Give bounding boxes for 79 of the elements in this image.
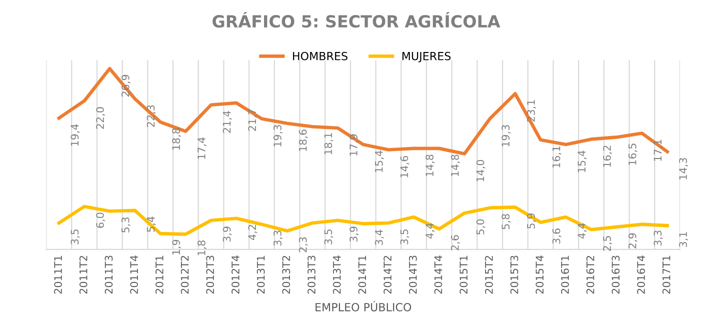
data-label: 2,5	[603, 236, 612, 251]
data-label: 23,1	[527, 100, 536, 122]
x-tick-label: 2013T4	[332, 256, 341, 294]
x-tick-label: 2015T2	[485, 256, 493, 294]
x-tick-label: 2012T2	[180, 256, 189, 294]
x-tick-label: 2016T2	[586, 256, 594, 294]
data-label: 5,4	[146, 216, 156, 232]
data-label: 3,5	[400, 229, 410, 244]
data-label: 3,3	[274, 230, 282, 246]
data-label: 3,5	[70, 229, 80, 244]
data-label: 21,7	[248, 109, 258, 131]
data-label: 21,4	[222, 111, 232, 133]
x-tick-label: 2011T4	[130, 256, 138, 294]
data-label: 3,3	[654, 230, 663, 246]
data-label: 19,3	[274, 125, 282, 146]
data-label: 17,4	[198, 137, 206, 159]
data-label: 14,0	[476, 160, 486, 182]
x-tick-label: 2016T1	[561, 256, 569, 294]
x-tick-label: 2013T2	[282, 256, 290, 294]
data-label: 17,1	[654, 140, 663, 161]
x-tick-label: 2015T1	[460, 256, 468, 294]
legend-label: HOMBRES	[293, 52, 348, 60]
x-tick-label: 2012T4	[232, 256, 240, 294]
data-label: 18,8	[172, 128, 182, 150]
x-tick-label: 2016T3	[612, 256, 620, 294]
data-label: 3,5	[324, 229, 334, 244]
x-tick-label: 2016T4	[637, 256, 645, 294]
data-label: 22,0	[96, 107, 106, 129]
data-label: 3,9	[350, 226, 359, 242]
data-label: 2,6	[450, 235, 460, 250]
data-label: 18,1	[324, 133, 334, 154]
legend-label: MUJERES	[402, 52, 451, 62]
x-tick-label: 2014T3	[408, 256, 417, 294]
data-label: 19,3	[502, 125, 511, 146]
data-label: 17,9	[350, 134, 359, 156]
x-tick-label: 2015T3	[510, 256, 518, 294]
x-tick-label: 2014T1	[358, 256, 366, 294]
x-tick-label: 2013T3	[308, 256, 316, 294]
data-label: 3,9	[222, 226, 232, 242]
x-tick-label: 2013T1	[256, 256, 265, 294]
x-tick-label: 2011T1	[54, 256, 62, 294]
x-tick-label: 2015T4	[536, 256, 544, 294]
data-label: 2,3	[298, 237, 308, 252]
data-label: 1,8	[198, 240, 206, 256]
data-label: 3,6	[552, 228, 562, 244]
data-label: 16,1	[552, 146, 562, 168]
data-label: 3,4	[374, 230, 384, 245]
data-label: 5,9	[527, 213, 536, 228]
data-label: 22,3	[146, 105, 156, 127]
data-label: 19,4	[70, 124, 80, 146]
data-label: 1,9	[172, 240, 182, 255]
x-tick-label: 2012T1	[155, 256, 164, 294]
x-tick-label: 2011T2	[79, 256, 88, 294]
data-label: 14,6	[400, 156, 410, 178]
data-label: 4,2	[248, 224, 258, 240]
data-label: 3,1	[679, 232, 688, 247]
data-label: 16,2	[603, 146, 612, 167]
data-label: 4,4	[426, 223, 435, 239]
data-label: 14,8	[450, 154, 460, 176]
chart-title: GRÁFICO 5: SECTOR AGRÍCOLA	[212, 12, 500, 28]
data-label: 5,3	[121, 218, 130, 232]
data-label: 2,9	[628, 233, 638, 248]
x-tick-label: 2012T3	[206, 256, 214, 294]
data-label: 16,5	[628, 144, 638, 165]
x-tick-label: 2011T3	[104, 256, 113, 294]
data-label: 4,4	[578, 223, 587, 239]
x-tick-label: 2014T2	[384, 256, 392, 294]
data-label: 14,3	[679, 158, 688, 180]
data-label: 5,0	[476, 219, 486, 234]
x-tick-label: 2017T1	[662, 256, 670, 294]
x-tick-label: 2014T4	[434, 256, 442, 294]
data-label: 18,6	[298, 130, 308, 151]
data-label: 5,8	[502, 214, 511, 230]
data-label: 15,4	[578, 150, 587, 172]
data-label: 15,4	[375, 150, 384, 172]
data-label: 26,9	[121, 74, 130, 97]
x-axis-title: EMPLEO PÚBLICO	[316, 300, 412, 312]
data-label: 14,8	[426, 154, 435, 176]
data-label: 6,0	[96, 212, 106, 228]
